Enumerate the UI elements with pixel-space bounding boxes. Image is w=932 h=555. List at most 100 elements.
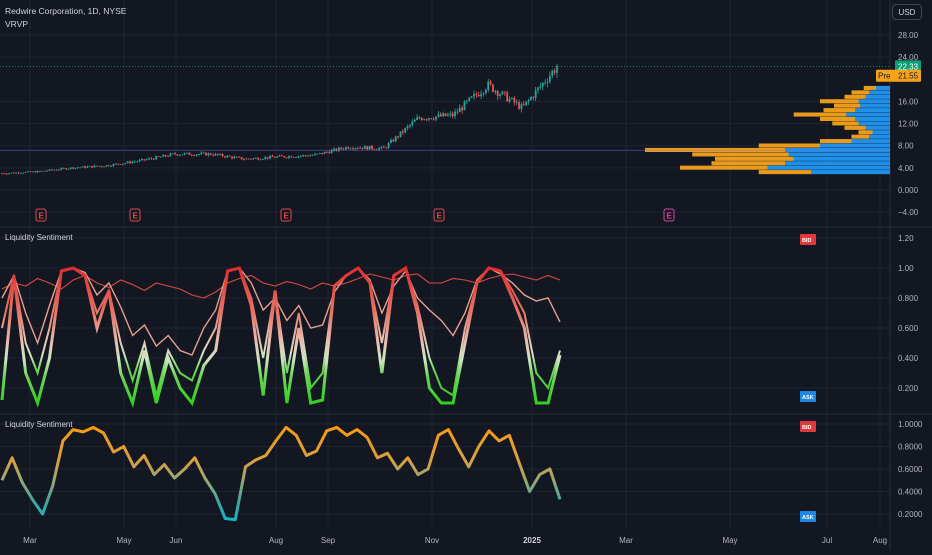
candle-body xyxy=(186,152,188,154)
candle-body xyxy=(463,101,466,111)
candle-body xyxy=(145,159,148,161)
candle-body xyxy=(551,70,554,76)
earnings-marker-frame xyxy=(35,208,47,222)
candle-body xyxy=(133,161,136,163)
candle-body xyxy=(46,170,48,172)
x-axis-label: May xyxy=(116,536,131,545)
candle-body xyxy=(264,157,267,160)
candle-body xyxy=(401,131,404,133)
pane-title-liquidity-1[interactable]: Liquidity Sentiment xyxy=(5,233,73,242)
symbol-title[interactable]: Redwire Corporation, 1D, NYSE xyxy=(5,6,127,16)
candle-body xyxy=(129,161,131,164)
candle-body xyxy=(112,164,115,167)
volume-profile-bar-up xyxy=(846,112,890,117)
candle-body xyxy=(373,148,376,150)
candle-body xyxy=(224,156,226,158)
candle-body xyxy=(247,158,250,160)
candle-body xyxy=(387,142,390,148)
liq1-ask-tag-label: ASK xyxy=(802,395,814,401)
candle-body xyxy=(354,148,357,149)
candle-body xyxy=(435,116,437,120)
volume-profile-bar-up xyxy=(851,139,890,144)
candle-body xyxy=(60,168,63,170)
candle-body xyxy=(328,152,331,154)
candle-body xyxy=(316,153,319,155)
candle-body xyxy=(10,172,13,174)
x-axis-label: Aug xyxy=(269,536,283,545)
candle-body xyxy=(361,147,364,149)
candle-body xyxy=(425,119,428,121)
candle-body xyxy=(390,139,392,143)
candle-body xyxy=(337,147,340,151)
candle-body xyxy=(527,99,530,102)
candle-body xyxy=(359,147,362,149)
volume-profile-bar-down xyxy=(820,139,852,144)
candle-body xyxy=(31,171,34,173)
currency-button[interactable]: USD xyxy=(892,4,922,20)
liq1-bid-tag-label: BID xyxy=(802,238,812,244)
candle-body xyxy=(29,171,32,173)
candle-body xyxy=(508,98,511,102)
candle-body xyxy=(378,148,381,150)
candlesticks xyxy=(1,63,558,175)
volume-profile-bar-up xyxy=(855,108,890,113)
volume-profile-bar-up xyxy=(811,170,890,175)
candle-body xyxy=(117,163,120,165)
candle-body xyxy=(406,126,409,129)
earnings-marker-frame xyxy=(433,208,445,222)
candle-body xyxy=(544,82,547,84)
candle-body xyxy=(183,153,186,155)
volume-profile-bar-down xyxy=(793,112,847,117)
candle-body xyxy=(295,157,298,158)
x-axis-label: Mar xyxy=(23,536,37,545)
volume-profile-bar-up xyxy=(820,143,890,148)
candle-body xyxy=(518,102,520,109)
liq2-tick-label: 0.2000 xyxy=(898,510,923,519)
volume-profile-bar-down xyxy=(851,134,869,139)
candle-body xyxy=(8,173,11,175)
candle-body xyxy=(302,155,305,156)
candle-body xyxy=(266,157,269,159)
liq1-ask-tag-box xyxy=(800,391,816,402)
candle-body xyxy=(416,117,418,121)
volume-profile-bar-down xyxy=(820,116,855,122)
liq2-tick-label: 0.8000 xyxy=(898,443,923,452)
candle-body xyxy=(465,100,468,102)
pane-title-liquidity-2[interactable]: Liquidity Sentiment xyxy=(5,420,73,429)
candle-body xyxy=(530,97,532,100)
candle-body xyxy=(548,75,551,82)
candle-body xyxy=(98,166,101,167)
price-tick-label: 24.00 xyxy=(898,53,919,62)
liq1-series-line xyxy=(1,267,561,356)
earnings-marker-icon: E xyxy=(663,208,675,222)
candle-body xyxy=(20,173,22,174)
candle-body xyxy=(470,96,473,98)
liq1-tick-label: 0.800 xyxy=(898,294,919,303)
candle-body xyxy=(363,146,366,149)
price-tick-label: 12.00 xyxy=(898,120,919,129)
candle-body xyxy=(200,152,203,155)
candle-body xyxy=(74,167,77,169)
x-axis-label: Aug xyxy=(873,536,887,545)
candle-body xyxy=(240,157,243,160)
candle-body xyxy=(280,155,283,157)
liq2-series-line xyxy=(0,425,562,522)
indicator-vrvp-label[interactable]: VRVP xyxy=(5,19,28,29)
candle-body xyxy=(525,101,528,105)
candle-body xyxy=(371,145,373,149)
candle-body xyxy=(148,158,150,160)
candle-body xyxy=(69,167,72,169)
candle-body xyxy=(141,159,143,161)
price-tick-label: 4.00 xyxy=(898,164,914,173)
candle-body xyxy=(150,158,153,160)
candle-body xyxy=(423,119,426,121)
candle-body xyxy=(221,154,224,157)
candle-body xyxy=(176,154,179,156)
liq1-tick-label: 0.400 xyxy=(898,354,919,363)
candle-body xyxy=(228,155,231,157)
candle-body xyxy=(243,159,245,161)
candle-body xyxy=(5,173,8,175)
